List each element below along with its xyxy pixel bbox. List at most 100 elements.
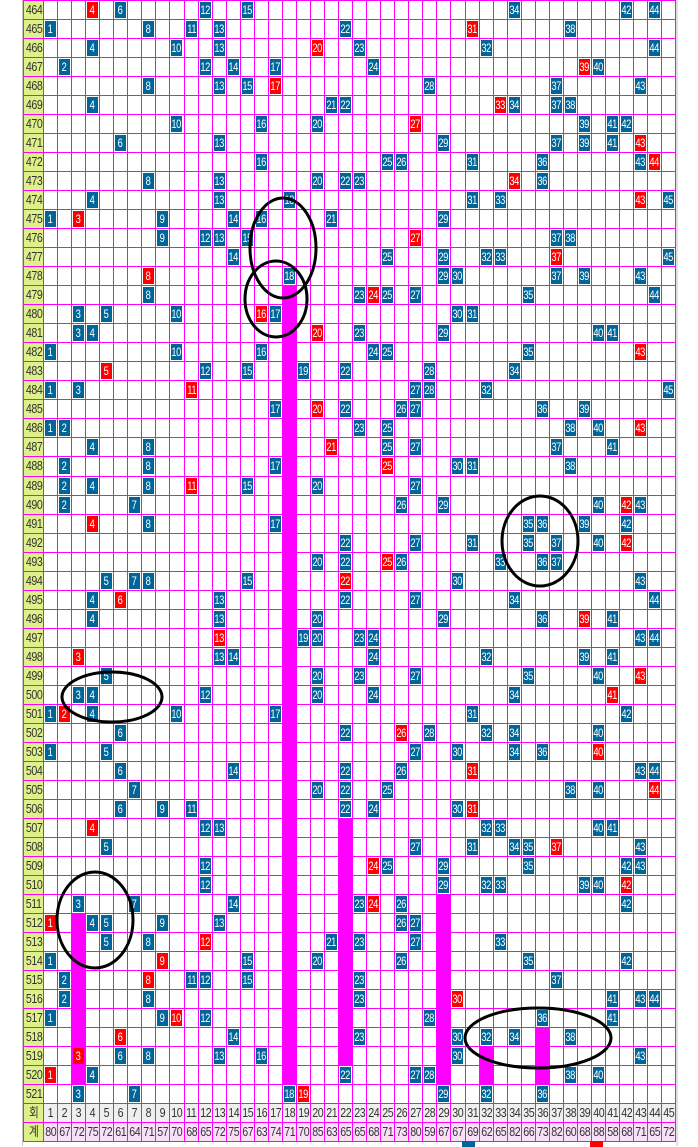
grid-cell — [451, 838, 466, 857]
grid-cell: 44 — [648, 781, 662, 800]
number-label: 24 — [368, 631, 379, 645]
scrollbar-edge[interactable] — [676, 0, 678, 1146]
grid-cell — [44, 267, 58, 286]
grid-cell — [620, 96, 634, 115]
number-label: 2 — [62, 498, 67, 512]
bonus-number-box: 11 — [186, 382, 197, 398]
grid-cell — [353, 1066, 367, 1085]
grid-cell — [255, 667, 269, 686]
grid-cell — [494, 477, 508, 496]
grid-cell — [114, 1009, 128, 1028]
drawn-number-box: 22 — [340, 554, 351, 570]
grid-cell — [620, 1009, 634, 1028]
grid-cell — [648, 457, 662, 477]
grid-cell — [283, 39, 297, 58]
grid-cell — [297, 952, 311, 971]
grid-cell — [480, 705, 494, 724]
grid-cell — [86, 667, 100, 686]
number-label: 41 — [607, 688, 618, 702]
grid-cell — [311, 572, 325, 591]
grid-cell — [634, 438, 648, 457]
grid-cell — [381, 496, 395, 515]
round-number: 517 — [25, 1010, 43, 1025]
number-label: 13 — [214, 193, 225, 207]
grid-cell — [72, 743, 86, 762]
grid-cell — [367, 819, 381, 838]
grid-cell: 31 — [466, 191, 480, 210]
grid-cell — [86, 134, 100, 153]
grid-cell — [185, 172, 199, 191]
header-row-value: 6 — [117, 1105, 124, 1120]
grid-cell — [156, 648, 170, 667]
grid-cell — [536, 248, 550, 267]
grid-cell — [199, 1047, 213, 1066]
grid-cell — [522, 58, 536, 77]
grid-cell — [170, 629, 185, 648]
grid-cell — [522, 248, 536, 267]
number-label: 44 — [649, 3, 660, 17]
grid-cell — [213, 971, 227, 990]
number-label: 18 — [284, 1087, 295, 1101]
grid-cell: 22 — [339, 553, 353, 572]
grid-cell — [100, 1085, 114, 1104]
number-label: 8 — [146, 574, 151, 588]
grid-cell — [255, 724, 269, 743]
grid-cell — [269, 781, 283, 800]
bonus-number-box: 4 — [87, 516, 98, 532]
grid-cell: 29 — [437, 324, 451, 343]
grid-cell — [564, 553, 578, 572]
grid-cell — [381, 1, 395, 20]
number-label: 21 — [326, 98, 337, 112]
grid-cell: 30 — [451, 743, 466, 762]
grid-cell — [437, 819, 451, 838]
number-label: 18 — [284, 193, 295, 207]
drawn-number-box: 32 — [481, 40, 492, 56]
grid-cell: 6 — [114, 800, 128, 819]
number-label: 8 — [146, 174, 151, 188]
number-label: 8 — [146, 992, 151, 1006]
totals-row-value: 67 — [59, 1124, 71, 1139]
grid-cell — [606, 1085, 620, 1104]
totals-row-value: 68 — [186, 1124, 198, 1139]
grid-cell — [451, 172, 466, 191]
grid-cell — [620, 438, 634, 457]
grid-cell — [466, 515, 480, 534]
drawn-number-box: 25 — [382, 439, 393, 455]
grid-cell — [185, 248, 199, 267]
grid-cell — [114, 39, 128, 58]
round-label: 499 — [23, 667, 44, 686]
grid-cell — [142, 724, 156, 743]
grid-cell: 44 — [648, 629, 662, 648]
number-label: 4 — [90, 612, 95, 626]
grid-cell — [578, 1085, 592, 1104]
grid-cell — [185, 610, 199, 629]
totals-row-value: 68 — [368, 1124, 380, 1139]
grid-cell — [311, 705, 325, 724]
grid-cell: 8 — [142, 990, 156, 1009]
grid-cell — [494, 1028, 508, 1047]
grid-cell — [325, 686, 339, 705]
grid-cell — [44, 305, 58, 324]
grid-cell — [241, 705, 255, 724]
grid-cell: 41 — [606, 324, 620, 343]
grid-cell — [269, 419, 283, 438]
grid-cell — [620, 610, 634, 629]
number-label: 2 — [62, 459, 67, 473]
grid-cell — [536, 667, 550, 686]
grid-cell — [241, 781, 255, 800]
grid-cell — [311, 1, 325, 20]
drawn-number-box: 15 — [242, 478, 253, 494]
grid-cell — [339, 1028, 353, 1047]
grid-cell: 10 — [170, 115, 185, 134]
grid-cell — [451, 419, 466, 438]
number-label: 22 — [340, 402, 351, 416]
number-label: 37 — [551, 555, 562, 569]
bonus-number-box: 39 — [579, 59, 590, 75]
number-label: 34 — [509, 364, 520, 378]
drawn-number-box: 2 — [59, 972, 70, 988]
grid-cell: 15 — [241, 362, 255, 381]
grid-cell: 8 — [142, 572, 156, 591]
grid-cell — [227, 400, 241, 419]
grid-cell — [367, 1028, 381, 1047]
grid-cell — [58, 1085, 72, 1104]
